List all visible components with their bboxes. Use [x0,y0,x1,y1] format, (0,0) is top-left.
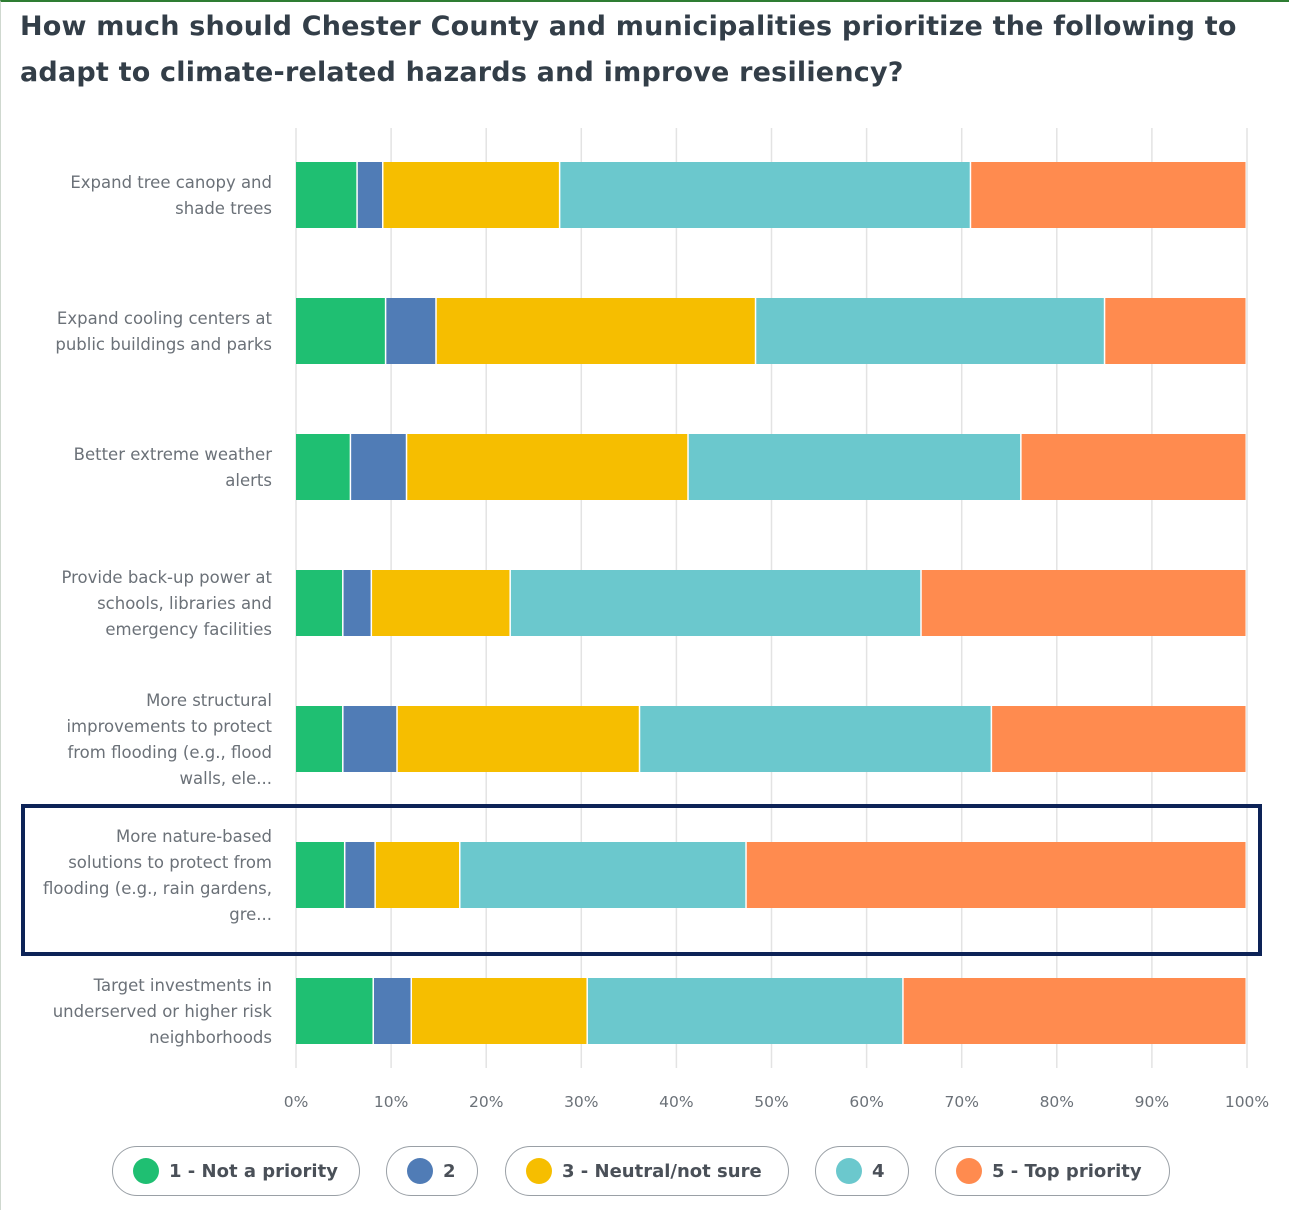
category-label-line: shade trees [175,199,272,218]
legend-label: 4 [872,1160,885,1182]
category-label-line: walls, ele... [180,769,272,788]
bar-segment[interactable] [903,978,1246,1044]
category-label-line: improvements to protect [66,717,272,736]
category-label-line: public buildings and parks [55,335,272,354]
legend-swatch [956,1158,982,1184]
stacked-bar-chart: Expand tree canopy and shade treesExpand … [21,128,1269,1111]
category-label-line: solutions to protect from [68,853,272,872]
category-label-line: More nature-based [116,827,272,846]
bar-segment[interactable] [373,978,411,1044]
bar-segment[interactable] [345,842,375,908]
bar-segment[interactable] [383,162,559,228]
legend-item[interactable]: 2 [386,1146,478,1196]
bar-segment[interactable] [756,298,1104,364]
category-label-line: alerts [225,471,272,490]
x-axis-ticks: 0% 10% 20% 30% 40% 50% 60% 70% 80% 90% 100% [284,1093,1269,1111]
bar-segment[interactable] [971,162,1246,228]
bar-segment[interactable] [343,570,371,636]
bar-segment[interactable] [992,706,1246,772]
legend-swatch [407,1158,433,1184]
x-tick-label: 50% [754,1093,788,1111]
bar-segment[interactable] [375,842,460,908]
x-tick-label: 90% [1135,1093,1169,1111]
category-label: More structural improvements to protect fr… [66,691,272,788]
category-label: Expand cooling centers at public building… [55,309,272,354]
x-tick-label: 10% [374,1093,408,1111]
bar-segment[interactable] [296,570,343,636]
bar-segment[interactable] [372,570,510,636]
bar-segment[interactable] [296,162,357,228]
legend-swatch [133,1158,159,1184]
bar-segment[interactable] [412,978,587,1044]
legend-label: 1 - Not a priority [169,1160,338,1182]
bar-segment[interactable] [560,162,970,228]
legend-item[interactable]: 3 - Neutral/not sure [505,1146,789,1196]
legend-label: 2 [443,1160,456,1182]
highlight-box [21,804,1262,956]
category-label-line: emergency facilities [105,620,272,639]
bar-segment[interactable] [436,298,755,364]
category-label-line: schools, libraries and [97,594,272,613]
category-label-line: gre... [229,905,272,924]
bar-segment[interactable] [746,842,1246,908]
bar-segment[interactable] [296,434,350,500]
category-label: Provide back-up power at schools, librari… [61,568,272,639]
category-label-line: underserved or higher risk [53,1002,273,1021]
bar-segment[interactable] [296,298,385,364]
category-label-line: Target investments in [93,976,272,995]
legend-label: 5 - Top priority [992,1160,1142,1182]
category-label-line: Better extreme weather [74,445,273,464]
bar-segment[interactable] [357,162,382,228]
category-label: More nature-based solutions to protect fr… [43,827,272,924]
bar-segment[interactable] [921,570,1246,636]
bars [296,162,1246,1044]
x-tick-label: 20% [469,1093,503,1111]
bar-segment[interactable] [397,706,639,772]
bar-segment[interactable] [1021,434,1246,500]
x-tick-label: 30% [564,1093,598,1111]
category-label-line: More structural [146,691,272,710]
category-label-line: neighborhoods [149,1028,272,1047]
chart-title: How much should Chester County and munic… [20,11,1237,88]
bar-segment[interactable] [296,842,344,908]
legend-item[interactable]: 1 - Not a priority [112,1146,360,1196]
bar-segment[interactable] [587,978,903,1044]
category-label: Expand tree canopy and shade trees [70,173,272,218]
x-tick-label: 70% [944,1093,978,1111]
x-tick-label: 40% [659,1093,693,1111]
category-labels: Expand tree canopy and shade treesExpand … [43,173,273,1047]
bar-segment[interactable] [386,298,436,364]
legend-item[interactable]: 5 - Top priority [935,1146,1170,1196]
bar-segment[interactable] [343,706,397,772]
bar-segment[interactable] [296,706,343,772]
x-tick-label: 60% [849,1093,883,1111]
bar-segment[interactable] [688,434,1021,500]
category-label-line: Provide back-up power at [61,568,272,587]
bar-segment[interactable] [510,570,921,636]
x-tick-label: 80% [1040,1093,1074,1111]
x-tick-label: 0% [284,1093,309,1111]
bar-segment[interactable] [407,434,688,500]
legend-item[interactable]: 4 [815,1146,909,1196]
category-label-line: flooding (e.g., rain gardens, [43,879,272,898]
bar-segment[interactable] [351,434,406,500]
legend-swatch [836,1158,862,1184]
x-tick-label: 100% [1225,1093,1269,1111]
legend-swatch [526,1158,552,1184]
bar-segment[interactable] [296,978,373,1044]
category-label-line: Expand tree canopy and [70,173,272,192]
bar-segment[interactable] [640,706,991,772]
bar-segment[interactable] [460,842,746,908]
category-label-line: Expand cooling centers at [57,309,273,328]
legend-label: 3 - Neutral/not sure [562,1160,762,1182]
category-label: Target investments in underserved or high… [53,976,273,1047]
bar-segment[interactable] [1105,298,1246,364]
category-label: Better extreme weather alerts [74,445,273,490]
category-label-line: from flooding (e.g., flood [67,743,272,762]
